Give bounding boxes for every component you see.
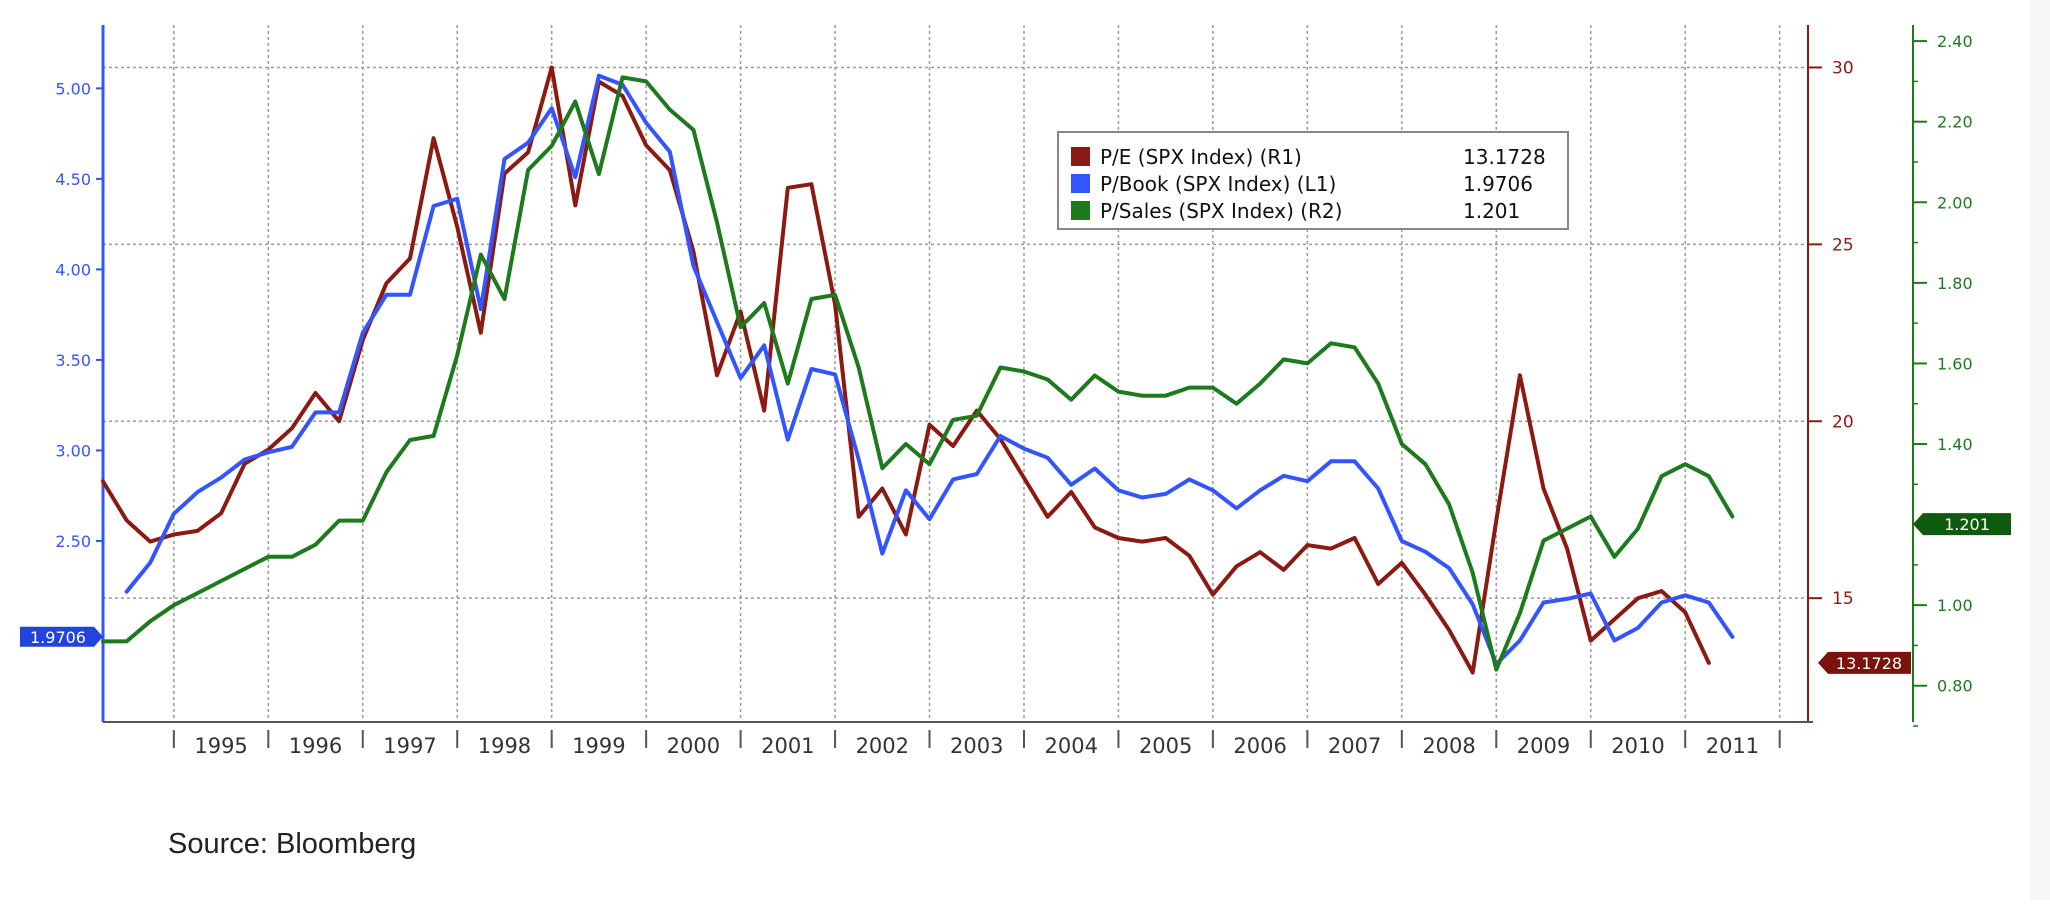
left-axis-tick-label: 3.50 (55, 351, 91, 370)
series-line-pbook (124, 73, 1735, 667)
right1-axis-tick-label: 25 (1832, 235, 1854, 255)
left-axis-tick-label: 5.00 (55, 79, 91, 98)
x-axis-tick-label: 2001 (761, 734, 814, 758)
x-axis-tick-label: 1995 (194, 734, 247, 758)
right2-axis-tick-label: 1.60 (1937, 354, 1973, 373)
right2-axis-tick-label: 1.00 (1937, 596, 1973, 615)
left-axis-tick-label: 2.50 (55, 532, 91, 551)
legend-value-psales: 1.201 (1463, 199, 1520, 223)
legend-value-pe: 13.1728 (1463, 145, 1546, 169)
right2-axis-tick-label: 2.00 (1937, 193, 1973, 212)
series-line-psales (101, 75, 1735, 672)
x-axis-tick-label: 2008 (1422, 734, 1475, 758)
legend-label-psales: P/Sales (SPX Index) (R2) (1100, 199, 1342, 223)
right-edge-strip (2030, 0, 2050, 900)
right2-axis-tick-label: 2.40 (1937, 32, 1973, 51)
x-axis-tick-label: 2011 (1706, 734, 1759, 758)
legend-value-pbook: 1.9706 (1463, 172, 1533, 196)
legend-box (1057, 131, 1569, 230)
psales-last-value-label: 1.201 (1944, 515, 1990, 534)
x-axis-tick-label: 2007 (1328, 734, 1381, 758)
x-axis-tick-label: 1996 (289, 734, 342, 758)
source-label: Source: Bloomberg (168, 828, 417, 860)
right2-axis-tick-label: 2.20 (1937, 113, 1973, 132)
x-axis-tick-label: 2004 (1044, 734, 1097, 758)
x-axis-tick-label: 1998 (478, 734, 531, 758)
legend-swatch-pe (1071, 147, 1090, 166)
x-axis-tick-label: 2010 (1611, 734, 1664, 758)
x-axis-tick-label: 1997 (383, 734, 436, 758)
pbook-last-value-tag (20, 626, 103, 647)
x-axis-tick-label: 2003 (950, 734, 1003, 758)
right2-axis-tick-label: 1.80 (1937, 274, 1973, 293)
left-axis-tick-label: 4.50 (55, 170, 91, 189)
left-axis-tick-label: 4.00 (55, 260, 91, 279)
legend-swatch-psales (1071, 201, 1090, 220)
psales-last-value-tag (1913, 513, 2011, 536)
x-axis-tick-label: 2000 (667, 734, 720, 758)
left-axis-tick-label: 3.00 (55, 441, 91, 460)
x-axis-tick-label: 2009 (1517, 734, 1570, 758)
pe-last-value-label: 13.1728 (1836, 654, 1902, 673)
right1-axis-tick-label: 15 (1832, 589, 1854, 609)
right1-axis-tick-label: 30 (1832, 58, 1854, 78)
legend-swatch-pbook (1071, 174, 1090, 193)
right2-axis-tick-label: 1.40 (1937, 435, 1973, 454)
pe-last-value-tag (1818, 651, 1911, 674)
x-axis-tick-label: 2005 (1139, 734, 1192, 758)
x-axis-tick-label: 2006 (1233, 734, 1286, 758)
x-axis-tick-label: 1999 (572, 734, 625, 758)
legend-label-pe: P/E (SPX Index) (R1) (1100, 145, 1302, 169)
right1-axis-tick-label: 20 (1832, 412, 1854, 432)
pbook-last-value-label: 1.9706 (30, 628, 86, 647)
right2-axis-tick-label: 0.80 (1937, 677, 1973, 696)
legend-label-pbook: P/Book (SPX Index) (L1) (1100, 172, 1336, 196)
x-axis-tick-label: 2002 (856, 734, 909, 758)
